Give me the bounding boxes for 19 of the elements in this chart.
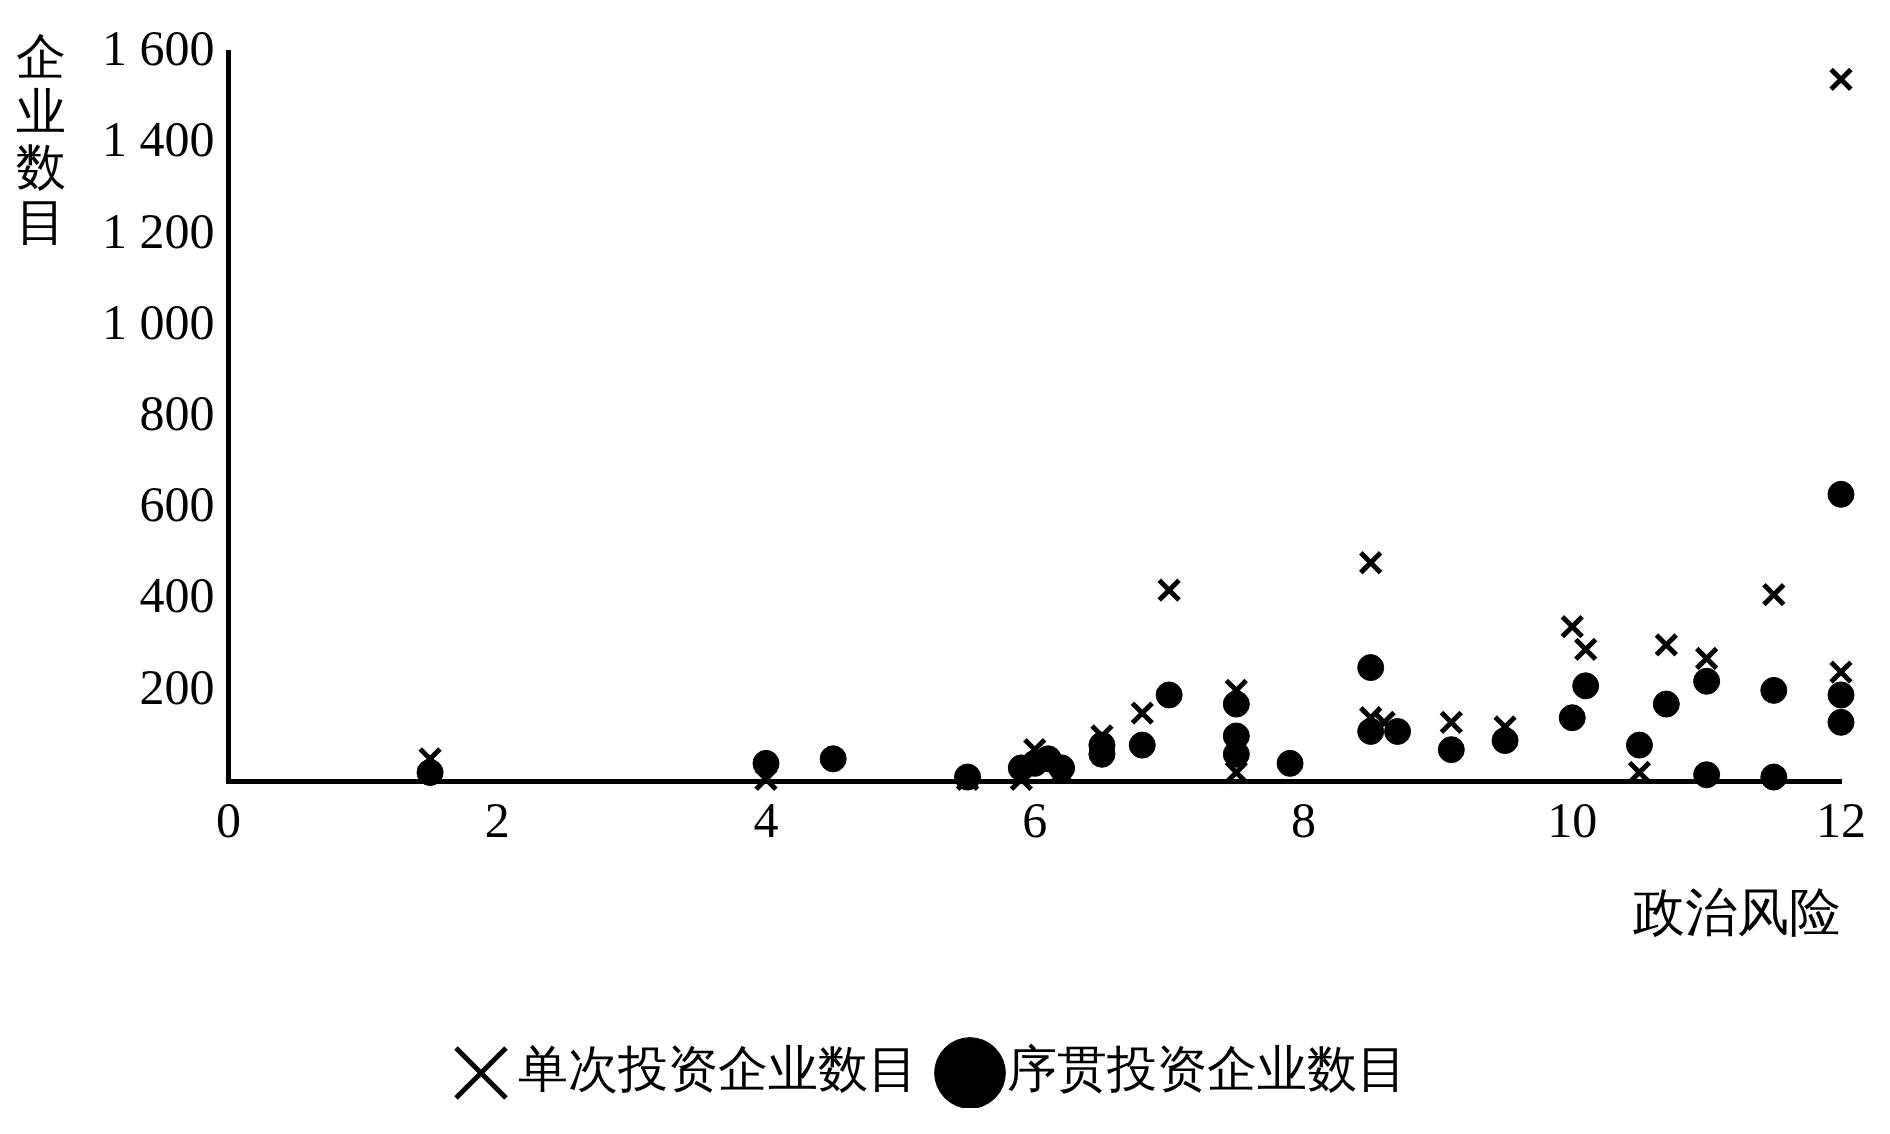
legend-label: 单次投资企业数目	[518, 1041, 918, 1098]
y-tick-label: 200	[139, 658, 215, 715]
x-tick-label: 10	[1547, 791, 1598, 848]
x-tick-label: 8	[1291, 791, 1316, 848]
y-tick-label: 1 400	[102, 111, 215, 168]
y-tick-label: 800	[139, 384, 215, 441]
x-tick-label: 12	[1816, 791, 1866, 848]
x-axis-title: 政治风险	[1633, 884, 1841, 942]
x-tick-label: 2	[484, 791, 510, 848]
y-tick-label: 600	[139, 476, 215, 533]
y-axis-title: 企业数目	[16, 29, 67, 250]
x-tick-label: 0	[216, 791, 241, 848]
x-tick-label: 6	[1022, 791, 1048, 848]
y-tick-label: 1 600	[102, 20, 215, 77]
legend-label: 序贯投资企业数目	[1007, 1041, 1407, 1098]
y-tick-label: 1 000	[102, 293, 215, 350]
y-tick-label: 1 200	[102, 202, 215, 259]
y-tick-label: 400	[139, 567, 215, 624]
x-tick-label: 4	[753, 791, 779, 848]
